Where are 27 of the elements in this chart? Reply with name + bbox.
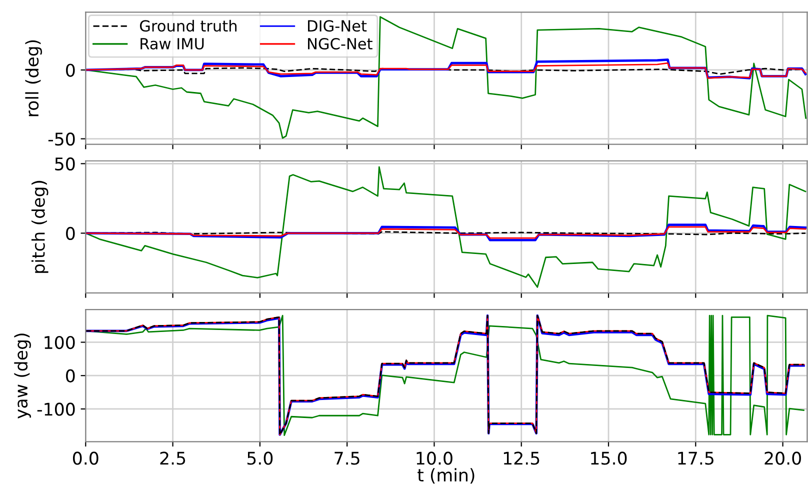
line-series <box>86 166 806 288</box>
y-axis-title: yaw (deg) <box>14 334 31 419</box>
legend-label: DIG-Net <box>308 20 367 32</box>
x-tick-label: 2.5 <box>160 452 186 465</box>
x-tick-label: 10.0 <box>416 452 452 465</box>
x-tick-label: 17.5 <box>678 452 714 465</box>
y-tick-label: 0 <box>66 369 75 382</box>
x-axis-title: t (min) <box>418 468 474 484</box>
legend-label: Raw IMU <box>140 38 204 50</box>
y-tick-label: 100 <box>44 336 75 350</box>
y-tick-label: 0 <box>66 226 75 240</box>
y-tick-label: -100 <box>37 402 75 416</box>
x-tick-label: 15.0 <box>591 452 627 465</box>
y-axis-title: roll (deg) <box>25 40 42 116</box>
line-series <box>86 62 806 79</box>
y-tick-label: -50 <box>48 132 75 146</box>
x-tick-label: 7.5 <box>334 452 360 465</box>
x-tick-label: 0.0 <box>72 452 98 465</box>
x-tick-label: 20.0 <box>764 452 801 465</box>
legend-label: Ground truth <box>140 20 236 32</box>
y-tick-label: 50 <box>55 157 75 170</box>
y-tick-label: 0 <box>66 64 75 77</box>
legend-label: NGC-Net <box>308 38 372 50</box>
x-tick-label: 12.5 <box>504 452 540 465</box>
y-axis-title: pitch (deg) <box>31 180 48 273</box>
x-tick-label: 5.0 <box>247 452 273 465</box>
line-series <box>86 58 807 80</box>
